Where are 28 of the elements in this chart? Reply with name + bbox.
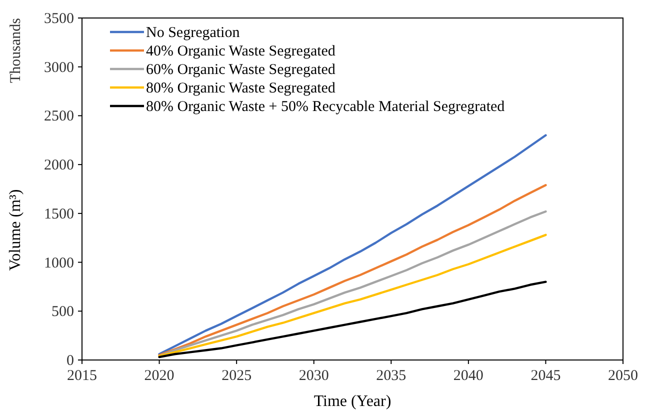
legend-label: 80% Organic Waste Segregated [146,80,336,96]
y-axis-title: Volume (m³) [7,189,24,271]
line-series [158,234,547,358]
y-tick-label: 500 [52,304,74,320]
x-tick-label: 2020 [144,368,174,384]
y-tick-label: 0 [66,353,74,369]
x-axis-title: Time (Year) [314,393,392,410]
legend-label: 40% Organic Waste Segregated [146,44,336,60]
x-tick-label: 2040 [453,368,484,384]
y-tick-label: 2500 [44,108,74,125]
y-tick-label: 3000 [44,60,74,76]
text: Thousands [8,18,24,83]
y-tick-label: 1000 [44,255,74,272]
x-tick-label: 2035 [376,368,406,384]
x-tick-label: 2050 [608,368,638,384]
y-tick-label: 2000 [44,158,74,174]
x-tick-label: 2015 [67,368,97,384]
line-series [158,184,547,356]
legend-label: 60% Organic Waste Segregated [146,62,336,78]
y-tick-label: 3500 [44,11,74,27]
y-tick-label: 1500 [44,206,74,222]
legend-label: 80% Organic Waste + 50% Recycable Material Segregrated [146,99,506,115]
x-tick-label: 2030 [298,368,329,384]
line-series [158,210,547,358]
line-series [158,134,547,356]
x-tick-label: 2025 [222,368,252,384]
legend-label: No Segregation [146,25,240,41]
x-tick-label: 2045 [530,368,561,384]
